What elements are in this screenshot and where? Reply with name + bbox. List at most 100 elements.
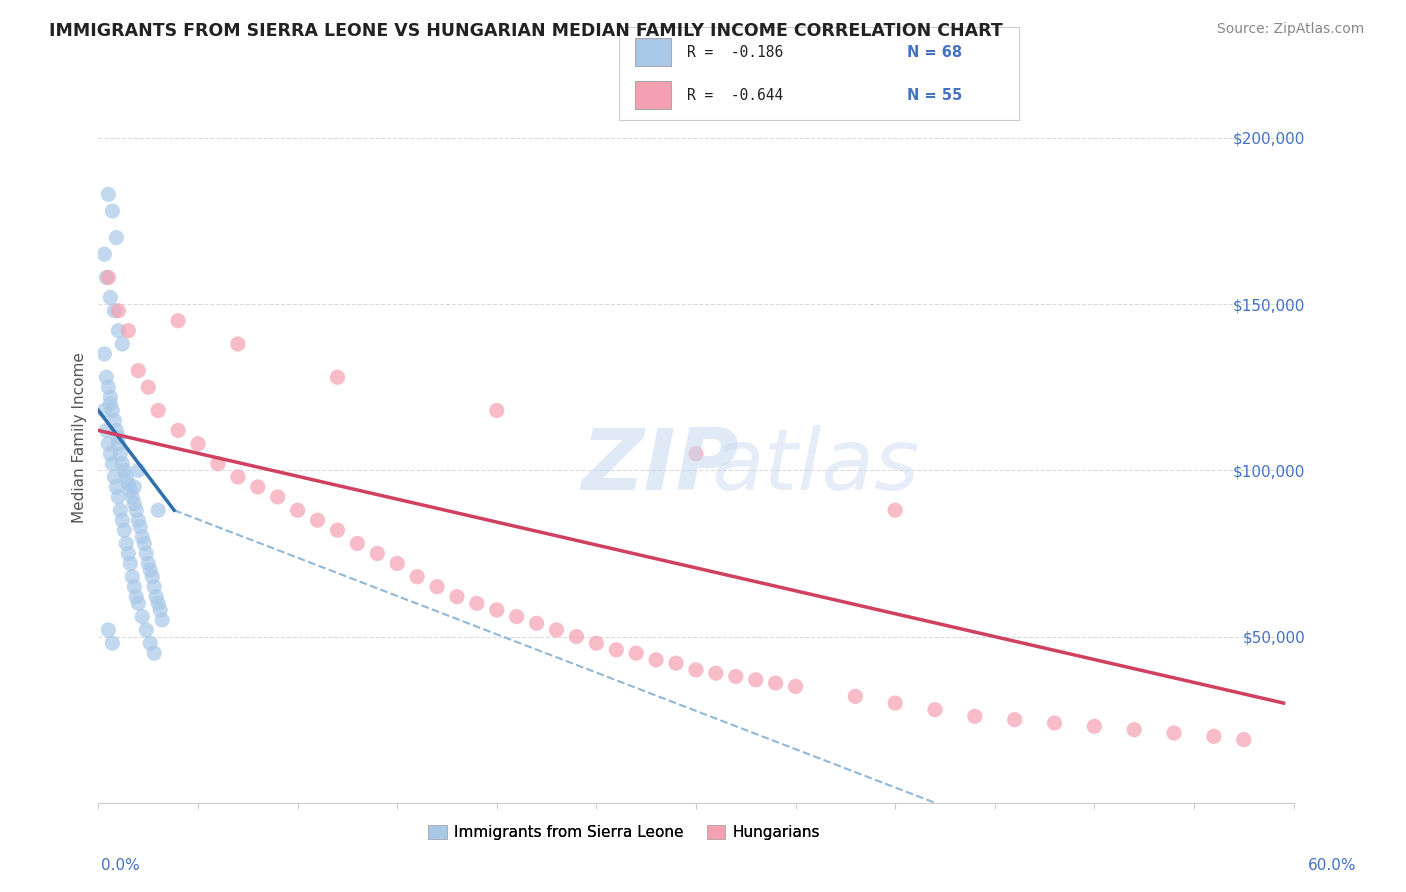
Point: [98, 390, 122, 404]
Point: [963, 709, 986, 723]
Point: [101, 636, 124, 650]
Point: [426, 580, 449, 594]
FancyBboxPatch shape: [634, 81, 671, 109]
Point: [117, 476, 139, 491]
Point: [136, 557, 159, 571]
Point: [207, 457, 229, 471]
Point: [127, 513, 149, 527]
Point: [1233, 732, 1256, 747]
Point: [136, 380, 159, 394]
Point: [115, 470, 138, 484]
Text: R =  -0.186: R = -0.186: [686, 45, 783, 60]
Point: [98, 397, 122, 411]
Text: N = 68: N = 68: [907, 45, 962, 60]
Point: [111, 513, 134, 527]
Point: [111, 337, 134, 351]
Point: [93, 403, 115, 417]
Point: [246, 480, 269, 494]
Point: [139, 563, 162, 577]
Point: [101, 457, 124, 471]
Point: [129, 520, 152, 534]
Point: [125, 590, 148, 604]
Point: [366, 546, 388, 560]
Point: [127, 363, 149, 377]
Point: [685, 663, 707, 677]
Point: [103, 413, 125, 427]
Point: [97, 380, 120, 394]
Point: [884, 696, 907, 710]
Point: [1004, 713, 1026, 727]
Point: [605, 643, 627, 657]
Point: [117, 324, 139, 338]
Point: [765, 676, 787, 690]
Point: [167, 424, 190, 438]
Point: [105, 480, 128, 494]
Point: [139, 636, 162, 650]
Point: [148, 403, 170, 417]
Point: [724, 669, 747, 683]
Point: [121, 490, 143, 504]
Point: [385, 557, 409, 571]
Point: [1163, 726, 1185, 740]
Point: [112, 523, 135, 537]
Point: [884, 503, 907, 517]
Text: Source: ZipAtlas.com: Source: ZipAtlas.com: [1216, 22, 1364, 37]
Point: [107, 303, 129, 318]
Point: [924, 703, 946, 717]
Point: [134, 536, 156, 550]
Point: [326, 523, 349, 537]
Point: [120, 483, 142, 498]
Point: [107, 430, 129, 444]
Point: [150, 613, 173, 627]
Point: [101, 204, 124, 219]
Point: [844, 690, 866, 704]
Text: atlas: atlas: [711, 425, 920, 508]
Point: [103, 303, 125, 318]
Point: [112, 463, 135, 477]
Legend: Immigrants from Sierra Leone, Hungarians: Immigrants from Sierra Leone, Hungarians: [422, 819, 827, 847]
Point: [101, 403, 124, 417]
Text: 60.0%: 60.0%: [1309, 858, 1357, 873]
Point: [107, 490, 129, 504]
Y-axis label: Median Family Income: Median Family Income: [72, 351, 87, 523]
Point: [148, 503, 170, 517]
Point: [167, 314, 190, 328]
Point: [135, 546, 157, 560]
Point: [307, 513, 329, 527]
Point: [93, 247, 115, 261]
Point: [121, 570, 143, 584]
Point: [98, 447, 122, 461]
Point: [105, 424, 128, 438]
Point: [124, 497, 146, 511]
Point: [685, 447, 707, 461]
Text: ZIP: ZIP: [581, 425, 740, 508]
Point: [506, 609, 529, 624]
Text: N = 55: N = 55: [907, 87, 962, 103]
Point: [485, 603, 508, 617]
Point: [97, 436, 120, 450]
Point: [148, 596, 170, 610]
Point: [526, 616, 548, 631]
Point: [546, 623, 568, 637]
Point: [110, 503, 132, 517]
Point: [585, 636, 607, 650]
Point: [704, 666, 727, 681]
Point: [446, 590, 468, 604]
Text: IMMIGRANTS FROM SIERRA LEONE VS HUNGARIAN MEDIAN FAMILY INCOME CORRELATION CHART: IMMIGRANTS FROM SIERRA LEONE VS HUNGARIA…: [49, 22, 1002, 40]
Point: [145, 590, 167, 604]
Point: [124, 580, 146, 594]
Point: [117, 546, 139, 560]
Point: [745, 673, 768, 687]
Point: [105, 230, 128, 244]
Point: [107, 324, 129, 338]
Point: [226, 470, 249, 484]
Point: [1202, 729, 1225, 743]
Point: [785, 680, 807, 694]
Text: 0.0%: 0.0%: [101, 858, 141, 873]
Point: [96, 424, 118, 438]
Point: [97, 270, 120, 285]
Point: [287, 503, 309, 517]
Point: [149, 603, 172, 617]
Point: [135, 623, 157, 637]
Point: [326, 370, 349, 384]
